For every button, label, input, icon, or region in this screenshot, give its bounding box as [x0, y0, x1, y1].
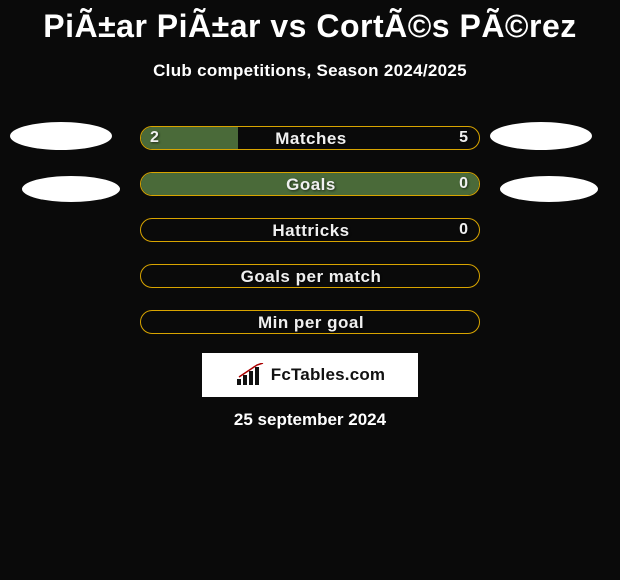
stat-label: Goals — [141, 173, 480, 196]
decorative-ellipse — [10, 122, 112, 150]
stat-value-left: 2 — [150, 126, 159, 150]
stat-label: Matches — [141, 127, 480, 150]
decorative-ellipse — [500, 176, 598, 202]
stat-bar: Min per goal — [140, 310, 480, 334]
page-subtitle: Club competitions, Season 2024/2025 — [0, 61, 620, 81]
source-badge-text: FcTables.com — [271, 365, 386, 385]
stat-value-right: 5 — [459, 126, 468, 150]
stat-bar: Hattricks — [140, 218, 480, 242]
stat-label: Hattricks — [141, 219, 480, 242]
stat-bar: Matches — [140, 126, 480, 150]
stat-value-right: 0 — [459, 172, 468, 196]
stat-bar: Goals — [140, 172, 480, 196]
stat-rows: Matches25Goals0Hattricks0Goals per match… — [0, 126, 620, 356]
decorative-ellipse — [490, 122, 592, 150]
page-title: PiÃ±ar PiÃ±ar vs CortÃ©s PÃ©rez — [0, 0, 620, 45]
comparison-panel: PiÃ±ar PiÃ±ar vs CortÃ©s PÃ©rez Club com… — [0, 0, 620, 580]
stat-value-right: 0 — [459, 218, 468, 242]
bars-icon — [235, 363, 265, 387]
stat-row: Min per goal — [0, 310, 620, 334]
stat-label: Min per goal — [141, 311, 480, 334]
source-badge: FcTables.com — [202, 353, 418, 397]
stat-row: Hattricks0 — [0, 218, 620, 242]
date-label: 25 september 2024 — [0, 410, 620, 430]
stat-bar: Goals per match — [140, 264, 480, 288]
decorative-ellipse — [22, 176, 120, 202]
stat-label: Goals per match — [141, 265, 480, 288]
stat-row: Goals per match — [0, 264, 620, 288]
